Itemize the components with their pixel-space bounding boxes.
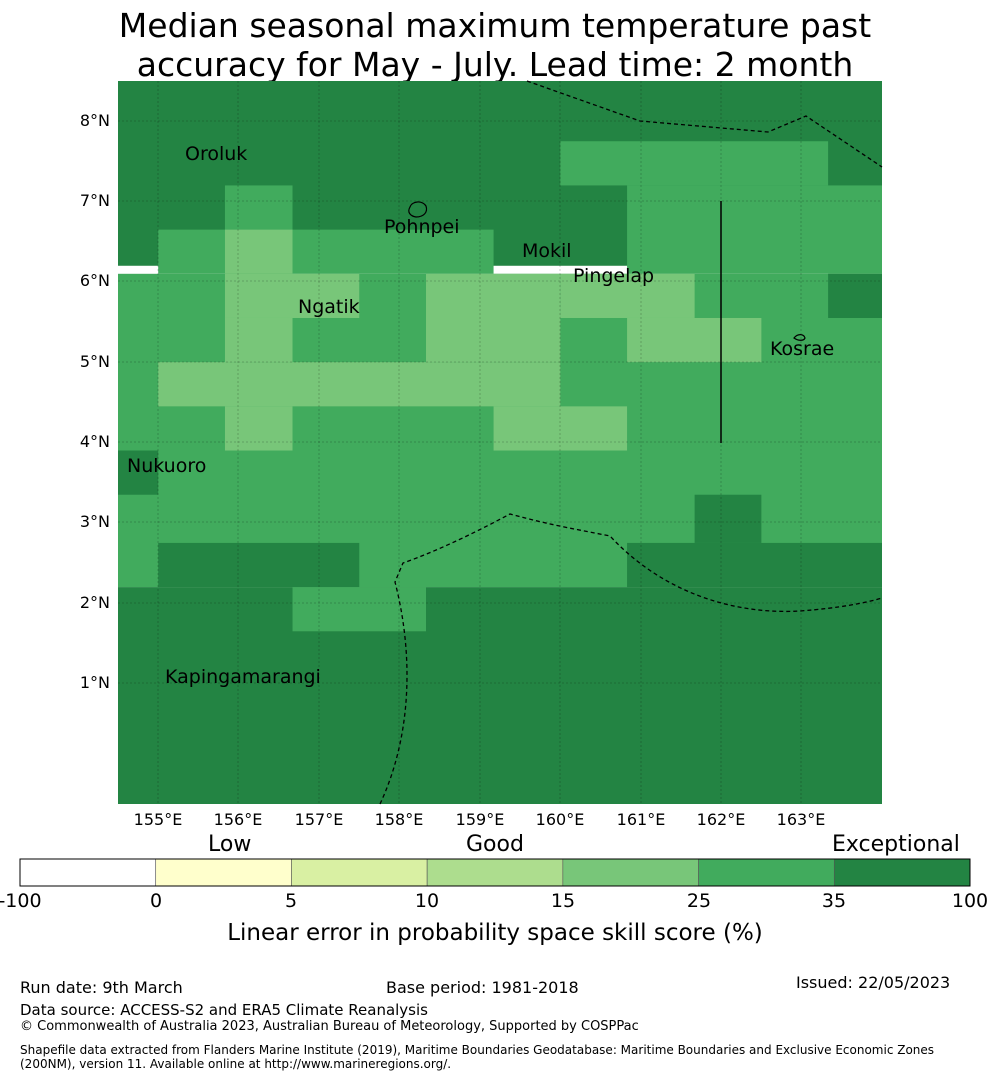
lon-label-158e: 158°E <box>374 810 424 829</box>
lat-label-5n: 5°N <box>79 352 110 371</box>
skill-cell <box>627 317 762 363</box>
lat-label-4n: 4°N <box>79 432 110 451</box>
lat-label-2n: 2°N <box>79 593 110 612</box>
shapefile-credit-line1: Shapefile data extracted from Flanders M… <box>20 1043 935 1057</box>
skill-cell <box>224 273 360 318</box>
lat-label-7n: 7°N <box>79 191 110 210</box>
copyright: © Commonwealth of Australia 2023, Austra… <box>20 1019 639 1034</box>
lon-label-161e: 161°E <box>616 810 666 829</box>
lon-label-155e: 155°E <box>133 810 183 829</box>
place-label-pohnpei: Pohnpei <box>384 216 460 238</box>
skill-cell <box>828 273 882 318</box>
place-label-mokil: Mokil <box>522 240 572 262</box>
lon-label-157e: 157°E <box>294 810 344 829</box>
lon-label-160e: 160°E <box>535 810 585 829</box>
place-label-oroluk: Oroluk <box>185 143 248 165</box>
place-label-kosrae: Kosrae <box>770 338 835 360</box>
skill-cell <box>158 229 494 274</box>
place-label-nukuoro: Nukuoro <box>127 455 207 477</box>
colorbar-swatch <box>426 858 564 887</box>
lat-label-1n: 1°N <box>79 673 110 692</box>
skill-cell <box>560 141 829 186</box>
colorbar-category-exceptional: Exceptional <box>832 832 960 857</box>
skill-cell <box>292 587 427 632</box>
colorbar-swatch <box>698 858 835 887</box>
colorbar-tick: 100 <box>951 890 989 912</box>
skill-cell <box>224 406 293 451</box>
lon-label-156e: 156°E <box>213 810 263 829</box>
place-label-kapingamarangi: Kapingamarangi <box>165 666 321 688</box>
eez-boundaries <box>379 80 883 805</box>
skill-cell <box>627 185 882 274</box>
lon-label-163e: 163°E <box>776 810 826 829</box>
skill-cell <box>493 406 628 451</box>
eez-boundary-north <box>526 80 883 168</box>
skill-cell <box>118 587 882 804</box>
run-date: Run date: 9th March <box>20 978 183 997</box>
colorbar-tick: 0 <box>149 890 163 912</box>
lon-label-162e: 162°E <box>696 810 746 829</box>
skill-cell <box>560 273 695 318</box>
colorbar-swatch <box>833 858 971 887</box>
colorbar <box>19 858 971 887</box>
skill-grid-cells <box>118 81 882 804</box>
skill-cell <box>694 494 762 543</box>
skill-cell <box>158 362 561 407</box>
colorbar-border <box>19 858 971 887</box>
place-label-pingelap: Pingelap <box>573 265 655 287</box>
skill-cell <box>224 317 293 363</box>
pohnpei-island-outline <box>408 201 428 218</box>
colorbar-swatch <box>291 858 428 887</box>
skill-cell <box>118 450 159 495</box>
colorbar-category-good: Good <box>466 832 524 857</box>
island-outlines <box>408 201 806 341</box>
shapefile-credit-line2: (200NM), version 11. Available online at… <box>20 1057 452 1071</box>
colorbar-tick: 10 <box>414 890 440 912</box>
colorbar-tick: 5 <box>284 890 298 912</box>
skill-cell <box>158 542 360 588</box>
skill-cell <box>426 273 561 363</box>
map-title-line1: Median seasonal maximum temperature past <box>118 6 872 45</box>
colorbar-category-low: Low <box>208 832 252 857</box>
place-label-ngatik: Ngatik <box>298 296 360 318</box>
issued-date: Issued: 22/05/2023 <box>796 973 951 992</box>
lat-label-6n: 6°N <box>79 271 110 290</box>
data-source: Data source: ACCESS-S2 and ERA5 Climate … <box>20 1001 428 1019</box>
eez-boundary-south-arc <box>379 513 883 805</box>
colorbar-swatch <box>19 858 157 887</box>
lon-label-159e: 159°E <box>455 810 505 829</box>
kosrae-island-outline <box>793 334 806 341</box>
colorbar-swatch <box>155 858 292 887</box>
colorbar-tick: 15 <box>550 890 576 912</box>
lat-label-3n: 3°N <box>79 512 110 531</box>
skill-cell <box>627 542 882 588</box>
colorbar-tick: -100 <box>0 890 42 912</box>
skill-cell <box>224 185 293 230</box>
base-period: Base period: 1981-2018 <box>386 978 579 997</box>
colorbar-label: Linear error in probability space skill … <box>227 920 763 946</box>
colorbar-tick: 35 <box>821 890 847 912</box>
lat-label-8n: 8°N <box>79 111 110 130</box>
map-title-line2: accuracy for May - July. Lead time: 2 mo… <box>136 45 854 84</box>
colorbar-tick: 25 <box>686 890 712 912</box>
colorbar-swatch <box>562 858 699 887</box>
